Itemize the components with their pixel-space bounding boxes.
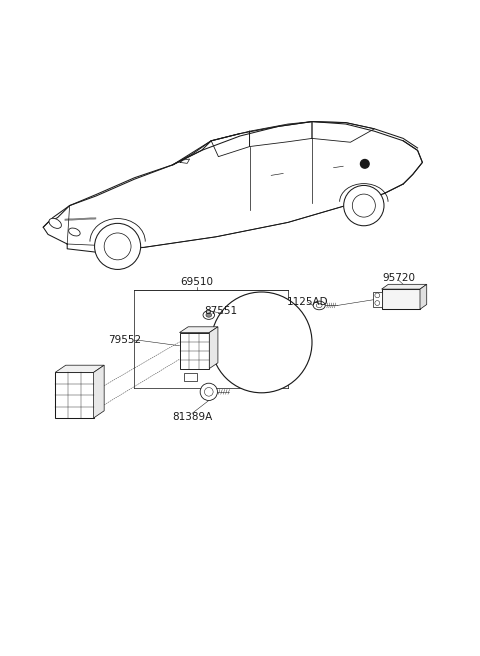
Polygon shape bbox=[55, 365, 104, 373]
Circle shape bbox=[375, 293, 380, 298]
Bar bbox=[180, 333, 209, 369]
Ellipse shape bbox=[206, 313, 212, 318]
Polygon shape bbox=[382, 284, 427, 289]
Polygon shape bbox=[94, 365, 104, 418]
Circle shape bbox=[360, 159, 369, 168]
Circle shape bbox=[344, 186, 384, 226]
Ellipse shape bbox=[203, 311, 215, 319]
Ellipse shape bbox=[316, 303, 322, 308]
Circle shape bbox=[200, 383, 217, 400]
Text: 1125AD: 1125AD bbox=[287, 297, 328, 306]
Polygon shape bbox=[420, 284, 427, 309]
Text: 87551: 87551 bbox=[204, 306, 238, 316]
Circle shape bbox=[211, 292, 312, 393]
Polygon shape bbox=[180, 327, 218, 333]
Text: 95720: 95720 bbox=[382, 273, 415, 283]
Ellipse shape bbox=[69, 228, 80, 236]
Bar bbox=[184, 373, 197, 380]
Bar bbox=[382, 289, 420, 309]
Circle shape bbox=[104, 233, 131, 260]
Circle shape bbox=[352, 194, 375, 217]
Text: 81389A: 81389A bbox=[172, 412, 212, 422]
Polygon shape bbox=[373, 291, 382, 307]
Circle shape bbox=[95, 223, 141, 270]
Ellipse shape bbox=[313, 301, 325, 310]
Polygon shape bbox=[209, 327, 218, 369]
Ellipse shape bbox=[49, 218, 61, 228]
Text: 79552: 79552 bbox=[108, 335, 142, 345]
Text: 69510: 69510 bbox=[180, 277, 213, 287]
Bar bbox=[55, 373, 94, 418]
Circle shape bbox=[204, 388, 213, 396]
Circle shape bbox=[375, 300, 380, 306]
